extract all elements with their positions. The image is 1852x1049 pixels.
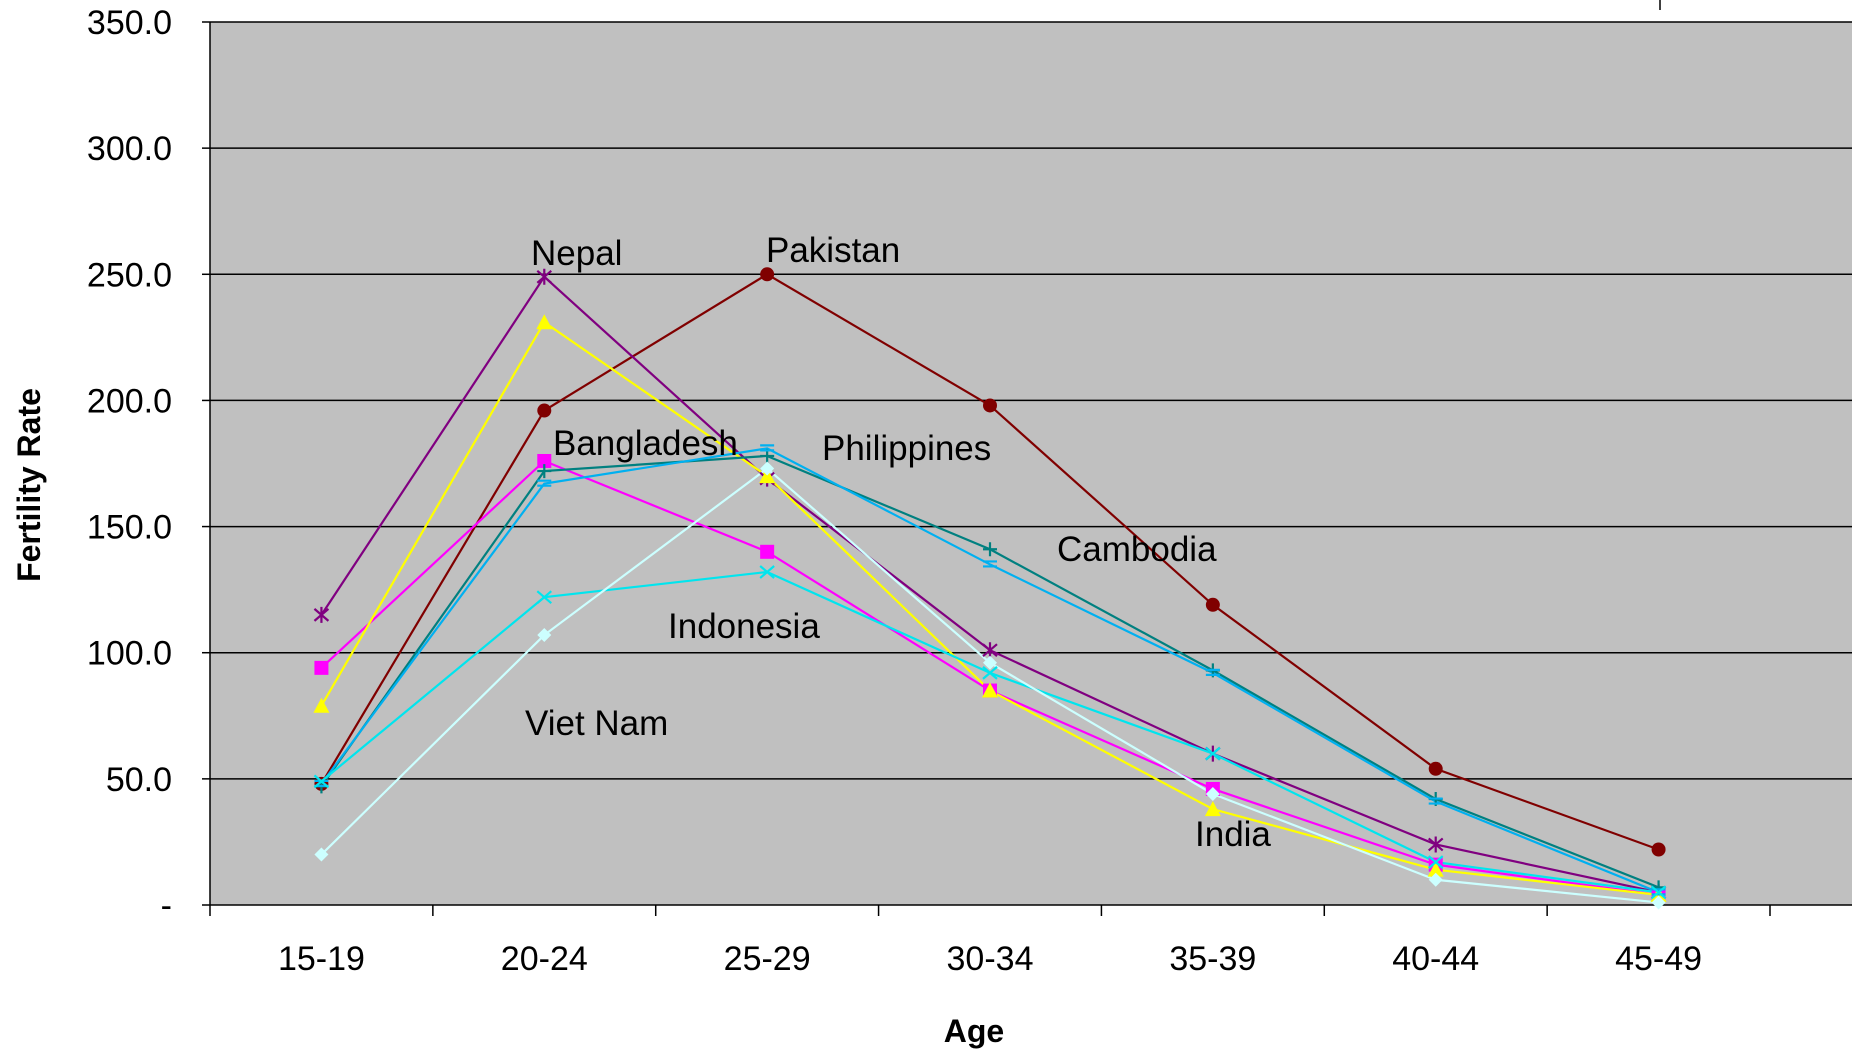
x-tick-label: 40-44 <box>1392 940 1479 978</box>
data-point <box>1205 597 1220 612</box>
data-point <box>983 655 997 670</box>
series-markers <box>313 267 1667 910</box>
country-annotation: Viet Nam <box>525 704 668 743</box>
y-tick-label: 100.0 <box>87 635 172 673</box>
country-annotation: Indonesia <box>668 607 820 646</box>
data-point <box>982 666 998 680</box>
y-axis-title: Fertility Rate <box>11 388 47 582</box>
gridlines <box>202 21 1852 906</box>
data-point <box>1428 872 1443 887</box>
country-annotation: Nepal <box>531 234 622 273</box>
data-point <box>313 697 330 713</box>
x-tick-label: 45-49 <box>1615 940 1702 978</box>
data-point <box>1205 668 1220 676</box>
axis-labels: - 50.0 100.0 150.0 200.0 250.0 300.0 350.0 15-19… <box>87 4 1702 978</box>
country-annotations: Nepal Pakistan Bangladesh Philippines Cambod… <box>525 231 1271 854</box>
country-annotation: Cambodia <box>1057 530 1217 569</box>
data-point <box>759 565 775 579</box>
data-point <box>537 403 552 418</box>
data-point <box>759 468 776 484</box>
data-point <box>983 398 997 413</box>
plot-background <box>210 22 1852 905</box>
y-tick-label: 150.0 <box>87 509 172 547</box>
x-tick-label: 20-24 <box>501 940 588 978</box>
data-point <box>982 682 998 698</box>
x-tick-label: 30-34 <box>947 940 1034 978</box>
data-point <box>537 479 552 487</box>
data-point <box>1427 861 1444 877</box>
data-point <box>1651 895 1666 910</box>
data-point <box>536 590 553 605</box>
y-tick-label: 300.0 <box>87 130 172 168</box>
data-point <box>1205 786 1220 801</box>
data-point <box>1651 842 1666 857</box>
data-point <box>1428 797 1443 805</box>
y-tick-label: 250.0 <box>87 256 172 294</box>
data-point <box>1427 855 1444 869</box>
x-tick-label: 15-19 <box>278 940 365 978</box>
y-tick-label: 200.0 <box>87 382 172 420</box>
data-point <box>760 544 775 559</box>
data-point <box>760 267 775 282</box>
country-annotation: India <box>1195 815 1271 854</box>
plot-area <box>210 22 1852 905</box>
axes <box>209 22 1852 916</box>
data-point <box>983 560 997 568</box>
x-axis-title: Age <box>944 1013 1004 1049</box>
x-tick-label: 25-29 <box>724 940 811 978</box>
x-tick-label: 35-39 <box>1169 940 1256 978</box>
data-point <box>1204 801 1221 817</box>
data-point <box>760 444 775 452</box>
data-point <box>314 660 329 675</box>
data-point <box>536 314 553 330</box>
y-tick-label: - <box>161 887 172 925</box>
country-annotation: Pakistan <box>766 231 900 270</box>
data-point <box>313 606 330 623</box>
country-annotation: Bangladesh <box>553 424 738 463</box>
data-point <box>537 453 552 468</box>
data-point <box>1427 836 1444 853</box>
data-point <box>314 847 329 862</box>
data-point <box>983 542 997 557</box>
data-point <box>313 774 330 789</box>
data-point <box>982 642 998 659</box>
country-annotation: Philippines <box>822 429 991 468</box>
data-point <box>760 461 775 476</box>
data-point <box>537 464 552 479</box>
data-point <box>1205 746 1221 761</box>
y-tick-label: 350.0 <box>87 4 172 42</box>
data-point <box>1650 885 1667 900</box>
y-tick-label: 50.0 <box>106 761 172 799</box>
data-point <box>536 268 553 285</box>
data-point <box>1428 761 1443 776</box>
data-point <box>537 628 552 643</box>
